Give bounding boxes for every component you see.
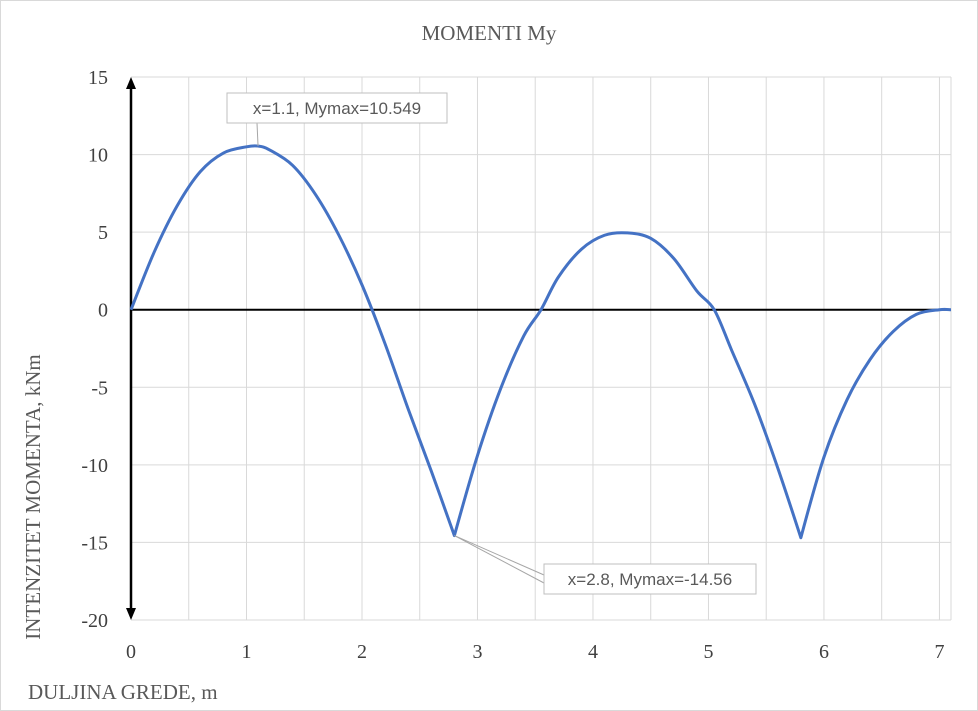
y-tick-label: -20 xyxy=(81,610,108,632)
x-tick-label: 4 xyxy=(588,641,598,663)
y-tick-label: -10 xyxy=(81,455,108,477)
callout-leader-line xyxy=(256,122,259,147)
y-tick-label: 0 xyxy=(98,300,108,322)
series-layer xyxy=(129,144,952,540)
x-axis-label: DULJINA GREDE, m xyxy=(28,680,218,704)
chart-title: MOMENTI My xyxy=(422,21,557,45)
callout-box xyxy=(543,563,757,595)
callouts: x=1.1, Mymax=10.549 x=2.8, Mymax=-14.56 xyxy=(226,92,757,595)
x-tick-label: 2 xyxy=(357,641,367,663)
callout-leader-line xyxy=(454,535,545,576)
tick-labels: 15 10 5 0 -5 -10 -15 -20 0 1 2 3 4 5 6 7 xyxy=(81,67,944,663)
callout-label: x=2.8, Mymax=-14.56 xyxy=(568,570,732,589)
y-tick-label: -5 xyxy=(91,377,108,399)
x-tick-label: 5 xyxy=(703,641,713,663)
x-tick-label: 6 xyxy=(819,641,829,663)
moment-series-line xyxy=(129,144,952,540)
callout-box xyxy=(226,92,448,124)
x-tick-label: 0 xyxy=(126,641,136,663)
y-tick-label: -15 xyxy=(81,532,108,554)
callout-label: x=1.1, Mymax=10.549 xyxy=(253,99,421,118)
callout-leader-line xyxy=(454,535,545,584)
x-tick-label: 3 xyxy=(472,641,482,663)
x-tick-label: 7 xyxy=(934,641,944,663)
y-tick-label: 5 xyxy=(98,222,108,244)
y-axis-top-arrow xyxy=(126,77,136,89)
y-tick-label: 10 xyxy=(88,145,108,167)
y-axis-bottom-arrow xyxy=(126,608,136,620)
x-tick-label: 1 xyxy=(241,641,251,663)
y-axis-label: INTENZITET MOMENTA, kNm xyxy=(21,354,45,639)
y-tick-label: 15 xyxy=(88,67,108,89)
gridlines xyxy=(131,76,952,621)
